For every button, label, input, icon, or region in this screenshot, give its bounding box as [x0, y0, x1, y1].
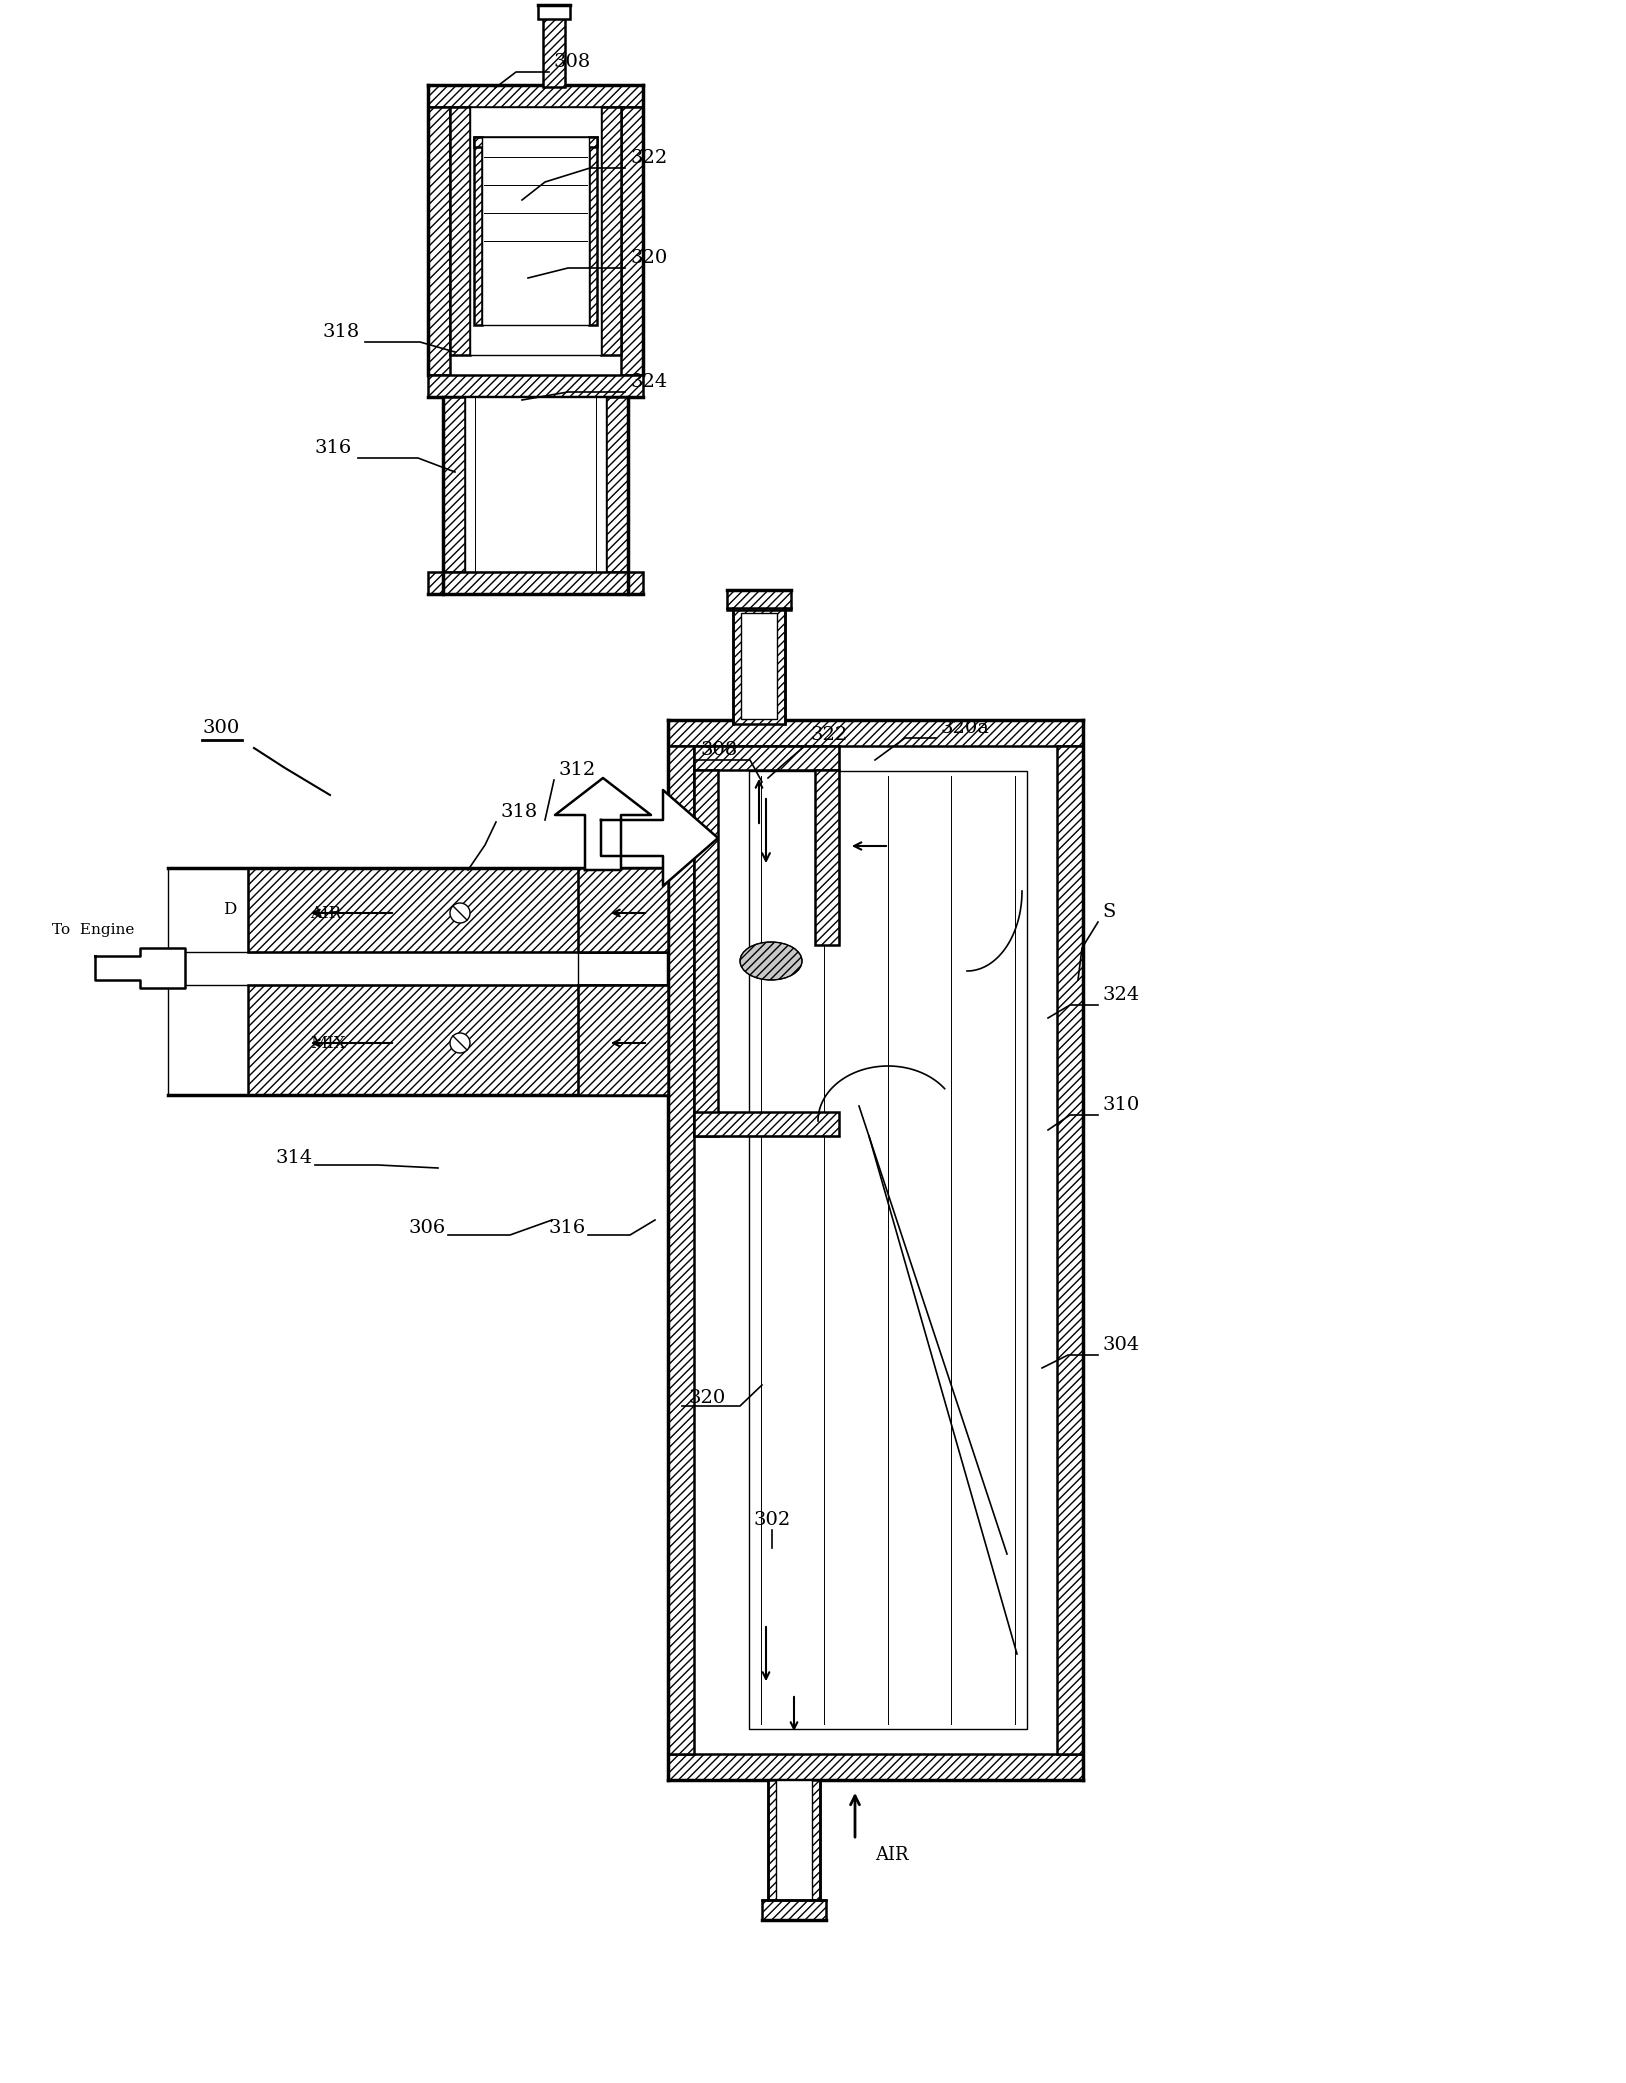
- Bar: [428, 85, 642, 106]
- Text: D: D: [223, 902, 236, 919]
- Text: AIR: AIR: [875, 1846, 909, 1864]
- Bar: [249, 985, 668, 1096]
- Text: 304: 304: [1102, 1335, 1140, 1354]
- Text: 320: 320: [629, 250, 667, 267]
- Circle shape: [450, 1033, 470, 1054]
- Bar: [470, 106, 602, 354]
- Bar: [668, 721, 1083, 746]
- Text: 320a: 320a: [940, 719, 989, 737]
- Bar: [621, 106, 642, 375]
- Bar: [733, 608, 785, 725]
- Bar: [481, 137, 589, 325]
- Bar: [442, 398, 465, 573]
- Text: 316: 316: [315, 440, 351, 456]
- Bar: [727, 589, 790, 610]
- Bar: [750, 771, 1028, 1729]
- Bar: [577, 985, 668, 1096]
- Bar: [668, 746, 694, 1754]
- Bar: [763, 1900, 826, 1921]
- Bar: [602, 106, 621, 354]
- Text: 322: 322: [810, 727, 847, 744]
- Text: 322: 322: [629, 150, 667, 167]
- Text: 312: 312: [558, 760, 595, 779]
- Text: AIR: AIR: [311, 904, 341, 921]
- Text: 306: 306: [408, 1219, 446, 1237]
- Text: 318: 318: [501, 804, 537, 821]
- Polygon shape: [602, 789, 719, 885]
- Bar: [538, 4, 571, 19]
- Bar: [694, 1112, 839, 1135]
- Text: 308: 308: [701, 742, 737, 758]
- Bar: [465, 398, 606, 573]
- Bar: [428, 573, 642, 594]
- Text: 308: 308: [553, 52, 590, 71]
- Text: 310: 310: [1102, 1096, 1140, 1114]
- Polygon shape: [554, 777, 650, 871]
- Text: MIX: MIX: [311, 1035, 346, 1052]
- Circle shape: [450, 904, 470, 923]
- Bar: [475, 137, 597, 148]
- Bar: [767, 1781, 820, 1900]
- Bar: [543, 17, 564, 87]
- Bar: [694, 746, 839, 771]
- Text: 316: 316: [548, 1219, 585, 1237]
- Bar: [577, 869, 668, 952]
- Bar: [815, 771, 839, 946]
- Polygon shape: [94, 948, 185, 987]
- Bar: [589, 137, 597, 325]
- Text: 324: 324: [1102, 985, 1140, 1004]
- Text: 302: 302: [753, 1510, 790, 1529]
- Ellipse shape: [740, 942, 802, 979]
- Bar: [668, 1754, 1083, 1781]
- Bar: [1057, 746, 1083, 1754]
- Bar: [776, 1781, 811, 1900]
- Text: S: S: [1102, 904, 1115, 921]
- Bar: [475, 137, 481, 325]
- Text: 324: 324: [629, 373, 667, 392]
- Bar: [428, 106, 450, 375]
- Bar: [741, 612, 777, 719]
- Bar: [606, 398, 628, 573]
- Text: 318: 318: [322, 323, 359, 342]
- Text: To  Engine: To Engine: [52, 923, 135, 937]
- Bar: [428, 375, 642, 398]
- Bar: [249, 869, 668, 952]
- Bar: [694, 771, 719, 1135]
- Text: 300: 300: [202, 719, 239, 737]
- Bar: [450, 106, 470, 354]
- Text: 314: 314: [275, 1150, 312, 1166]
- Text: 320: 320: [688, 1389, 725, 1406]
